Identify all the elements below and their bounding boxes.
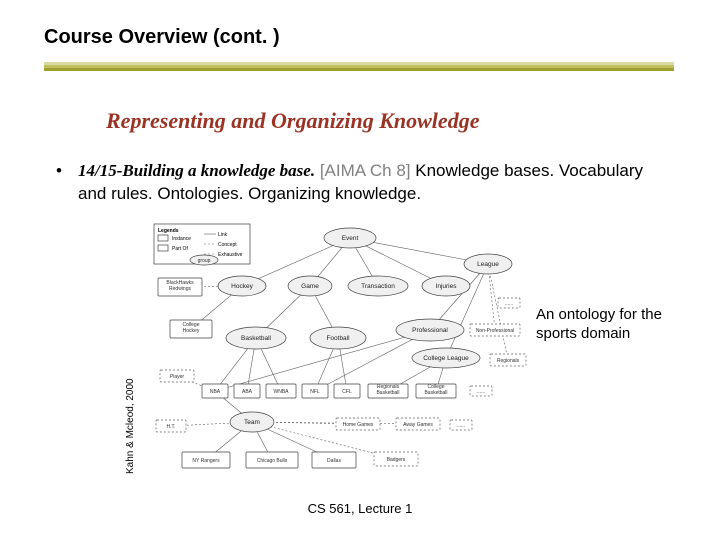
svg-text:Regionals: Regionals [497, 358, 520, 364]
svg-text:Football: Football [326, 335, 350, 342]
svg-text:League: League [477, 261, 499, 268]
svg-text:Badgers: Badgers [387, 457, 406, 463]
svg-text:Chicago Bulls: Chicago Bulls [257, 458, 288, 464]
ontology-svg: Legends Instance Part Of Link Concept Exhaust… [150, 220, 530, 480]
svg-text:Injuries: Injuries [436, 283, 458, 290]
svg-text:WNBA: WNBA [274, 389, 290, 395]
svg-text:Basketball: Basketball [241, 335, 272, 342]
svg-text:Away Games: Away Games [403, 422, 433, 428]
slide-title: Course Overview (cont. ) [44, 26, 280, 49]
svg-text:ABA: ABA [242, 389, 253, 395]
svg-text:Basketball: Basketball [376, 390, 399, 396]
svg-text:......: ...... [457, 423, 465, 429]
bullet-item: • 14/15-Building a knowledge base. [AIMA… [56, 160, 676, 206]
svg-text:Player: Player [170, 374, 185, 380]
svg-text:Game: Game [301, 283, 319, 290]
svg-text:Home Games: Home Games [343, 422, 374, 428]
svg-text:Professional: Professional [412, 327, 448, 334]
svg-text:Redwings: Redwings [169, 286, 191, 292]
svg-text:......: ...... [505, 301, 513, 307]
svg-text:H.T.: H.T. [167, 424, 176, 430]
svg-text:group: group [198, 258, 211, 264]
svg-text:NFL: NFL [310, 389, 320, 395]
slide: Course Overview (cont. ) Representing an… [0, 0, 720, 540]
title-underline [44, 62, 674, 76]
ontology-diagram: Legends Instance Part Of Link Concept Exhaust… [150, 220, 530, 480]
diagram-caption: An ontology for the sports domain [536, 306, 696, 344]
svg-text:Event: Event [342, 235, 359, 242]
image-credit: Kahn & Mcleod, 2000 [125, 378, 136, 474]
svg-text:Transaction: Transaction [361, 283, 395, 290]
svg-text:NBA: NBA [210, 389, 221, 395]
svg-text:Concept: Concept [218, 242, 237, 248]
bullet-lead: 14/15-Building a knowledge base. [78, 161, 315, 180]
svg-text:Hockey: Hockey [231, 283, 253, 290]
svg-text:Non-Professional: Non-Professional [476, 328, 514, 334]
svg-text:Basketball: Basketball [424, 390, 447, 396]
section-heading: Representing and Organizing Knowledge [106, 108, 479, 134]
slide-footer: CS 561, Lecture 1 [0, 501, 720, 516]
svg-text:Hockey: Hockey [183, 328, 200, 334]
svg-text:Legends: Legends [158, 228, 179, 234]
bullet-dot: • [56, 160, 62, 183]
svg-text:Dallas: Dallas [327, 458, 341, 464]
svg-text:Instance: Instance [172, 236, 191, 242]
svg-text:......: ...... [477, 389, 485, 395]
bullet-ref: [AIMA Ch 8] [320, 161, 411, 180]
svg-text:Part Of: Part Of [172, 246, 188, 252]
svg-text:Exhaustive: Exhaustive [218, 252, 243, 258]
svg-text:Team: Team [244, 419, 260, 426]
svg-text:CFL: CFL [342, 389, 352, 395]
svg-text:NY Rangers: NY Rangers [192, 458, 220, 464]
svg-text:College League: College League [423, 355, 469, 362]
svg-text:Link: Link [218, 232, 228, 238]
